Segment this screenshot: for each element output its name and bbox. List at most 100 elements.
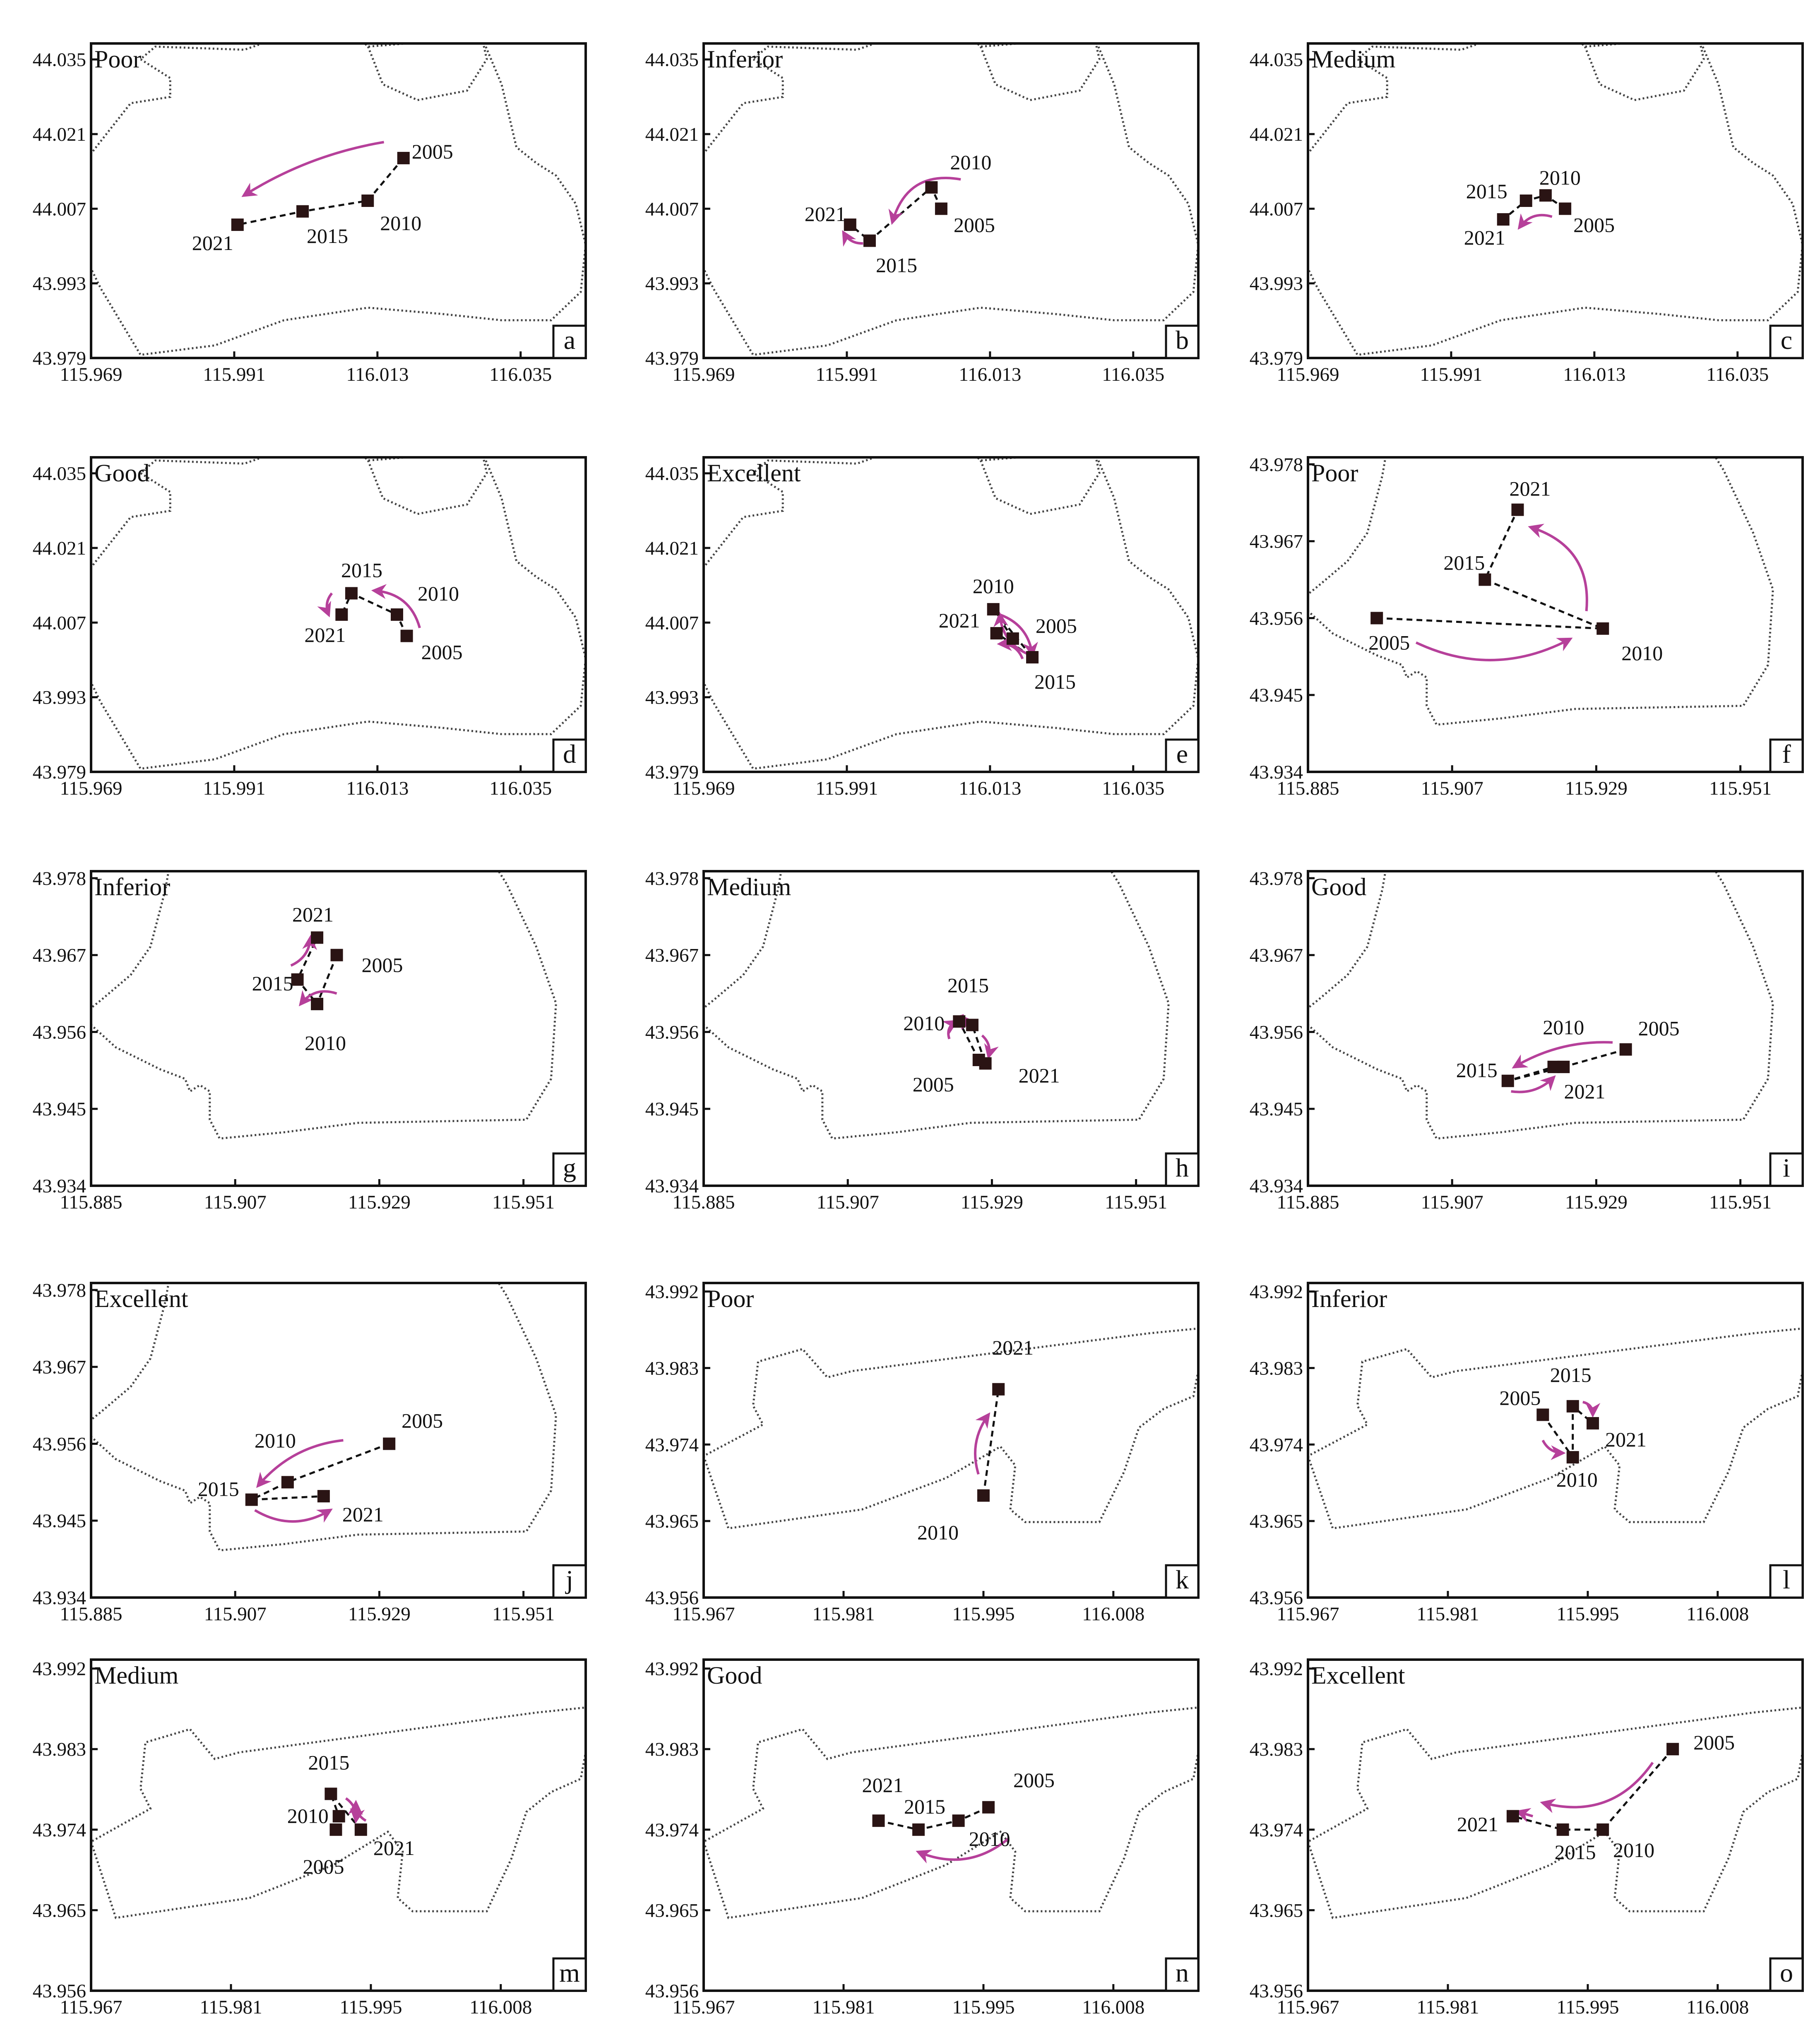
x-tick-label: 116.013 (959, 778, 1021, 799)
shift-arrow (1540, 1761, 1654, 1813)
year-label-2005: 2005 (1036, 614, 1077, 637)
region-boundary (704, 457, 1198, 770)
year-label-2005: 2005 (303, 1855, 344, 1878)
centroid-marker-2021 (979, 1057, 992, 1070)
year-label-2015: 2015 (341, 558, 382, 581)
x-tick-label: 115.885 (1277, 1192, 1339, 1213)
panel-letter: d (563, 739, 576, 769)
x-tick-label: 116.008 (1082, 1997, 1144, 2018)
y-tick-label: 43.956 (645, 1587, 699, 1609)
x-tick-label: 115.907 (204, 1192, 267, 1213)
panel-letter: i (1783, 1153, 1790, 1182)
x-tick-label: 116.013 (959, 364, 1021, 385)
year-label-2010: 2010 (1543, 1016, 1584, 1039)
y-tick-label: 43.979 (33, 348, 86, 369)
centroid-marker-2015 (345, 587, 358, 600)
y-tick-label: 43.956 (645, 1021, 699, 1043)
panel-letter: g (563, 1153, 576, 1182)
trajectory-line (296, 937, 338, 1006)
centroid-marker-2015 (1026, 651, 1039, 664)
x-tick-label: 115.995 (1556, 1997, 1619, 2018)
panel-letter: o (1780, 1958, 1793, 1987)
year-label-2021: 2021 (192, 231, 233, 255)
year-label-2015: 2015 (1456, 1059, 1498, 1082)
y-tick-label: 43.967 (1250, 945, 1303, 966)
boundary-outline (704, 43, 1198, 356)
shift-arrow (256, 1439, 344, 1488)
x-tick-label: 115.907 (817, 1192, 879, 1213)
trajectory-line (982, 1389, 1000, 1496)
centroid-marker-2021 (231, 218, 244, 231)
condition-title: Excellent (94, 1285, 188, 1312)
year-label-2015: 2015 (252, 972, 293, 995)
boundary-outline (1308, 457, 1774, 726)
shift-arrow (1517, 213, 1553, 230)
y-tick-label: 43.945 (1250, 685, 1303, 706)
x-tick-label: 115.991 (815, 364, 878, 385)
y-tick-label: 43.978 (1250, 868, 1303, 889)
panel-letter-box (1165, 1957, 1200, 1992)
y-tick-label: 43.934 (1250, 1175, 1303, 1197)
panel-n: 115.967 115.981 115.995 116.008 43.992 43.983… (645, 1658, 1200, 2018)
shift-arrow (317, 592, 333, 617)
y-tick-label: 43.983 (645, 1357, 699, 1379)
year-label-2010: 2010 (255, 1429, 296, 1452)
y-tick-label: 43.974 (1250, 1434, 1303, 1456)
plot-frame (90, 1658, 587, 1992)
condition-title: Poor (707, 1285, 754, 1312)
shift-arrow (348, 1800, 367, 1822)
year-label-2021: 2021 (939, 609, 980, 632)
x-tick-label: 115.981 (812, 1997, 875, 2018)
y-tick-label: 43.978 (33, 1280, 86, 1301)
year-label-2021: 2021 (862, 1773, 903, 1797)
centroid-marker-2005 (1619, 1043, 1632, 1056)
y-tick-label: 43.979 (33, 762, 86, 783)
x-tick-label: 115.885 (60, 1192, 122, 1213)
year-label-2010: 2010 (1621, 641, 1663, 665)
year-label-2010: 2010 (1613, 1838, 1654, 1862)
trajectory-line (251, 1443, 390, 1501)
shift-arrow (1528, 524, 1588, 611)
year-label-2015: 2015 (904, 1795, 945, 1818)
panel-letter: h (1176, 1153, 1189, 1182)
centroid-marker-2015 (1566, 1400, 1579, 1413)
year-label-2005: 2005 (421, 641, 463, 664)
year-label-2005: 2005 (402, 1409, 443, 1432)
x-tick-label: 115.967 (672, 1997, 735, 2018)
centroid-marker-2021 (872, 1814, 885, 1827)
condition-title: Good (707, 1662, 762, 1689)
x-tick-label: 116.008 (469, 1997, 532, 2018)
region-boundary (91, 457, 586, 770)
plot-frame (702, 1658, 1200, 1992)
x-tick-label: 115.967 (60, 1997, 122, 2018)
x-tick-label: 115.969 (1277, 364, 1339, 385)
x-tick-label: 115.907 (1421, 1192, 1483, 1213)
year-label-2005: 2005 (1693, 1731, 1735, 1754)
y-tick-label: 43.934 (33, 1175, 86, 1197)
year-label-2005: 2005 (1499, 1386, 1541, 1409)
y-tick-label: 43.993 (645, 687, 699, 709)
region-boundary (1308, 43, 1803, 356)
plot-frame (90, 870, 587, 1187)
panel-letter: c (1781, 325, 1792, 355)
y-tick-label: 43.974 (1250, 1819, 1303, 1841)
shift-arrow (842, 230, 863, 247)
centroid-marker-2015 (245, 1493, 258, 1506)
centroid-marker-2010 (1566, 1451, 1579, 1464)
y-tick-label: 43.983 (645, 1739, 699, 1760)
y-tick-label: 44.021 (33, 124, 86, 145)
trajectory-line (1377, 509, 1604, 630)
centroid-marker-2021 (990, 627, 1003, 640)
centroid-marker-2010 (281, 1476, 294, 1489)
year-label-2015: 2015 (1034, 670, 1076, 693)
x-tick-label: 115.969 (60, 778, 122, 799)
panel-g: 115.885 115.907 115.929 115.951 43.978 43.967… (33, 868, 587, 1213)
centroid-marker-2021 (1511, 503, 1524, 516)
y-tick-label: 44.035 (645, 463, 699, 485)
boundary-notch (979, 43, 1101, 101)
panel-o: 115.967 115.981 115.995 116.008 43.992 43.983… (1250, 1658, 1804, 2018)
centroid-marker-2010 (1596, 622, 1609, 635)
plot-frame (1307, 42, 1804, 359)
region-boundary (704, 43, 1198, 356)
panel-a: 115.969 115.991 116.013 116.035 44.035 44.021… (33, 42, 587, 385)
